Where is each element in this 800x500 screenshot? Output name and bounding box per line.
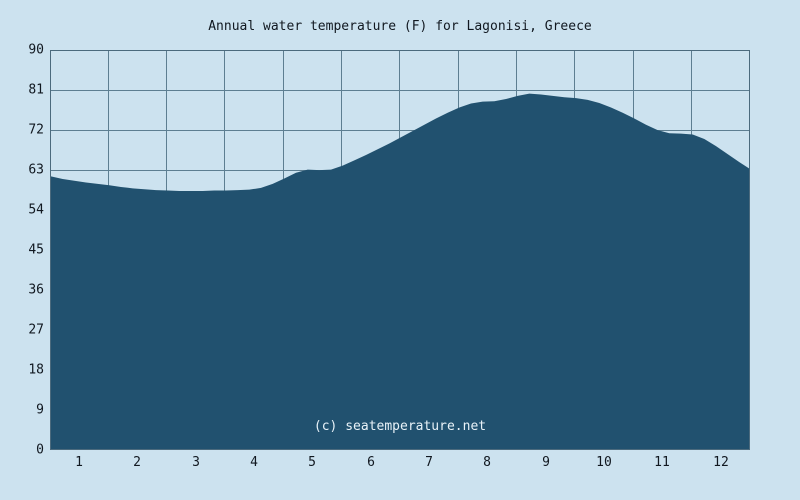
gridline-horizontal [51, 90, 749, 91]
y-tick-label: 0 [36, 442, 44, 458]
x-tick-label: 1 [75, 455, 83, 470]
x-tick-label: 9 [542, 455, 550, 470]
y-tick-label: 18 [28, 362, 44, 378]
x-tick-label: 5 [308, 455, 316, 470]
x-tick-label: 2 [133, 455, 141, 470]
y-tick-label: 63 [28, 162, 44, 178]
x-tick-label: 10 [596, 455, 612, 470]
y-tick-label: 9 [36, 402, 44, 418]
x-tick-label: 3 [192, 455, 200, 470]
y-tick-label: 45 [28, 242, 44, 258]
x-tick-label: 11 [654, 455, 670, 470]
x-tick-label: 6 [367, 455, 375, 470]
y-axis-tick-labels: 90 81 72 63 54 45 36 27 18 9 0 [0, 0, 44, 500]
temperature-area-series [51, 93, 749, 449]
y-tick-label: 36 [28, 282, 44, 298]
x-tick-label: 4 [250, 455, 258, 470]
y-tick-label: 27 [28, 322, 44, 338]
gridline-horizontal [51, 130, 749, 131]
x-tick-label: 12 [713, 455, 729, 470]
y-tick-label: 72 [28, 122, 44, 138]
y-tick-label: 81 [28, 82, 44, 98]
plot-area [50, 50, 750, 450]
x-tick-label: 8 [483, 455, 491, 470]
y-tick-label: 54 [28, 202, 44, 218]
x-tick-label: 7 [425, 455, 433, 470]
x-axis-tick-labels: 1 2 3 4 5 6 7 8 9 10 11 12 [0, 455, 800, 479]
chart-title: Annual water temperature (F) for Lagonis… [208, 19, 592, 34]
y-tick-label: 90 [28, 42, 44, 58]
temperature-area-path [51, 93, 749, 449]
